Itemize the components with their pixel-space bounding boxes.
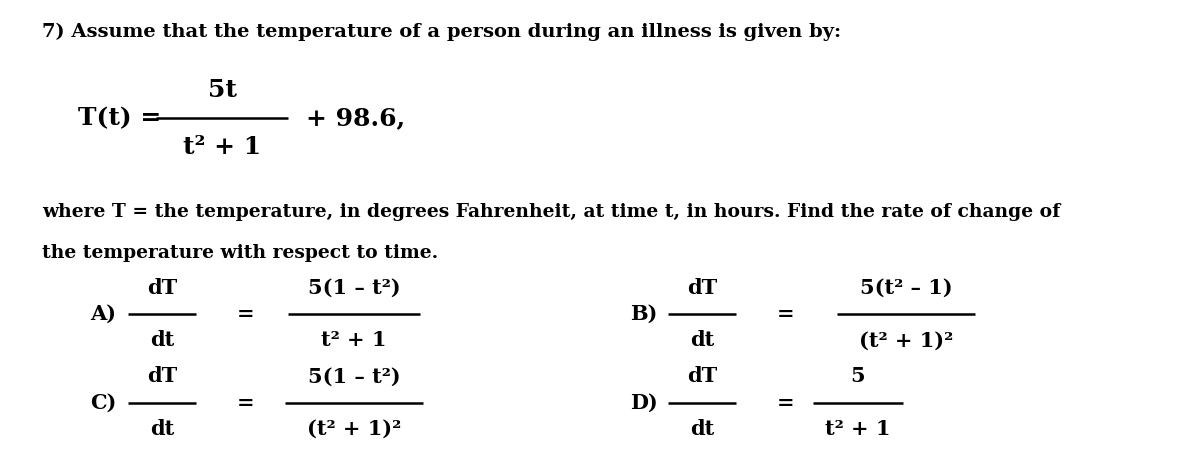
Text: =: = xyxy=(238,393,254,413)
Text: 5t: 5t xyxy=(208,78,236,102)
Text: dT: dT xyxy=(146,278,178,298)
Text: where T = the temperature, in degrees Fahrenheit, at time t, in hours. Find the : where T = the temperature, in degrees Fa… xyxy=(42,202,1061,221)
Text: 5(1 – t²): 5(1 – t²) xyxy=(307,366,401,386)
Text: dt: dt xyxy=(150,419,174,439)
Text: t² + 1: t² + 1 xyxy=(322,330,386,350)
Text: dT: dT xyxy=(686,278,718,298)
Text: =: = xyxy=(238,304,254,324)
Text: t² + 1: t² + 1 xyxy=(826,419,890,439)
Text: D): D) xyxy=(630,393,658,413)
Text: t² + 1: t² + 1 xyxy=(182,135,262,158)
Text: dt: dt xyxy=(690,330,714,350)
Text: A): A) xyxy=(90,304,116,324)
Text: =: = xyxy=(778,304,794,324)
Text: dt: dt xyxy=(150,330,174,350)
Text: B): B) xyxy=(630,304,658,324)
Text: 5: 5 xyxy=(851,366,865,386)
Text: 5(1 – t²): 5(1 – t²) xyxy=(307,278,401,298)
Text: 5(t² – 1): 5(t² – 1) xyxy=(859,278,953,298)
Text: (t² + 1)²: (t² + 1)² xyxy=(307,419,401,439)
Text: + 98.6,: + 98.6, xyxy=(306,106,406,130)
Text: the temperature with respect to time.: the temperature with respect to time. xyxy=(42,243,438,262)
Text: (t² + 1)²: (t² + 1)² xyxy=(859,330,953,350)
Text: dT: dT xyxy=(146,366,178,386)
Text: 7) Assume that the temperature of a person during an illness is given by:: 7) Assume that the temperature of a pers… xyxy=(42,23,841,41)
Text: C): C) xyxy=(90,393,116,413)
Text: T(t) =: T(t) = xyxy=(78,106,161,130)
Text: =: = xyxy=(778,393,794,413)
Text: dT: dT xyxy=(686,366,718,386)
Text: dt: dt xyxy=(690,419,714,439)
